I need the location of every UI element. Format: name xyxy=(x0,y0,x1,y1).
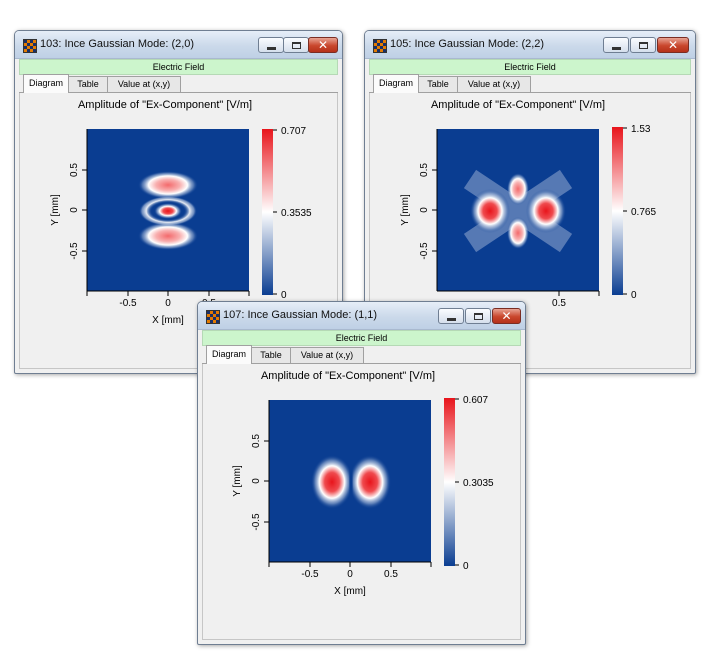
close-icon: ✕ xyxy=(667,38,679,52)
colorbar-label-min: 0 xyxy=(631,290,637,301)
close-icon: ✕ xyxy=(317,38,329,52)
minimize-button[interactable] xyxy=(603,37,629,53)
tab-table[interactable]: Table xyxy=(251,347,291,363)
heatmap-background xyxy=(437,129,599,291)
maximize-button[interactable] xyxy=(630,37,656,53)
y-tick-label: 0.5 xyxy=(251,434,262,448)
diagram-panel: Amplitude of "Ex-Component" [V/m] 0.5 0.… xyxy=(369,93,691,369)
x-tick-label: 0 xyxy=(165,298,171,309)
title-bar[interactable]: 103: Ince Gaussian Mode: (2,0) ✕ xyxy=(15,31,342,59)
y-tick-label: 0 xyxy=(251,478,262,484)
minimize-icon xyxy=(266,46,276,50)
y-tick-label: -0.5 xyxy=(419,242,430,260)
y-tick-label: 0.5 xyxy=(419,163,430,177)
colorbar xyxy=(612,127,623,295)
y-tick-label: 0 xyxy=(69,207,80,213)
colorbar xyxy=(262,129,273,295)
window-title: 103: Ince Gaussian Mode: (2,0) xyxy=(40,38,195,50)
chart-title: Amplitude of "Ex-Component" [V/m] xyxy=(431,99,605,111)
tab-value-at-xy[interactable]: Value at (x,y) xyxy=(107,76,181,92)
maximize-button[interactable] xyxy=(465,308,491,324)
app-icon xyxy=(23,39,37,53)
maximize-icon xyxy=(291,41,301,49)
heatmap-lobe-center xyxy=(154,203,182,219)
y-tick-label: 0.5 xyxy=(69,163,80,177)
window-mode-1-1[interactable]: 107: Ince Gaussian Mode: (1,1) ✕ Electri… xyxy=(197,301,526,645)
window-title: 107: Ince Gaussian Mode: (1,1) xyxy=(223,309,378,321)
heatmap-lobe-left xyxy=(311,455,353,509)
app-icon xyxy=(373,39,387,53)
y-axis-label: Y [mm] xyxy=(400,194,411,226)
chart-title: Amplitude of "Ex-Component" [V/m] xyxy=(78,99,252,111)
close-icon: ✕ xyxy=(501,309,512,323)
heatmap-lobe-right xyxy=(526,189,566,233)
heatmap-lobe-bottom xyxy=(138,222,198,250)
tab-diagram[interactable]: Diagram xyxy=(373,74,419,93)
section-label: Electric Field xyxy=(369,59,691,75)
minimize-icon xyxy=(446,317,456,321)
close-button[interactable]: ✕ xyxy=(657,37,689,53)
window-mode-2-2[interactable]: 105: Ince Gaussian Mode: (2,2) ✕ Electri… xyxy=(364,30,696,374)
chart-mode-2-2: Amplitude of "Ex-Component" [V/m] 0.5 0.… xyxy=(400,99,656,309)
title-bar[interactable]: 105: Ince Gaussian Mode: (2,2) ✕ xyxy=(365,31,695,59)
maximize-button[interactable] xyxy=(283,37,309,53)
heatmap-lobe-top xyxy=(507,173,529,205)
tab-bar: Diagram Table Value at (x,y) xyxy=(202,345,521,364)
window-title: 105: Ince Gaussian Mode: (2,2) xyxy=(390,38,545,50)
colorbar-label-max: 1.53 xyxy=(631,124,651,135)
minimize-icon xyxy=(611,46,621,50)
chart-title: Amplitude of "Ex-Component" [V/m] xyxy=(261,370,435,382)
title-bar[interactable]: 107: Ince Gaussian Mode: (1,1) ✕ xyxy=(198,302,525,330)
maximize-icon xyxy=(638,41,648,49)
minimize-button[interactable] xyxy=(258,37,284,53)
x-axis-label: X [mm] xyxy=(152,315,184,326)
heatmap-lobe-top xyxy=(138,171,198,199)
close-button[interactable]: ✕ xyxy=(492,308,521,324)
chart-mode-2-0: Amplitude of "Ex-Component" [V/m] -0.5 0… xyxy=(50,99,312,326)
colorbar xyxy=(444,398,455,566)
x-tick-label: 0.5 xyxy=(552,298,566,309)
close-button[interactable]: ✕ xyxy=(308,37,338,53)
x-tick-label: -0.5 xyxy=(301,569,319,580)
y-axis-label: Y [mm] xyxy=(232,465,243,497)
x-tick-label: 0 xyxy=(347,569,353,580)
section-label: Electric Field xyxy=(202,330,521,346)
tab-table[interactable]: Table xyxy=(68,76,108,92)
minimize-button[interactable] xyxy=(438,308,464,324)
x-tick-label: -0.5 xyxy=(119,298,137,309)
colorbar-label-min: 0 xyxy=(281,290,287,301)
heatmap-lobe-right xyxy=(349,455,391,509)
maximize-icon xyxy=(473,312,483,320)
y-axis-label: Y [mm] xyxy=(50,194,61,226)
heatmap-lobe-left xyxy=(470,189,510,233)
x-axis-label: X [mm] xyxy=(334,586,366,597)
colorbar-label-mid: 0.3035 xyxy=(463,478,494,489)
colorbar-label-mid: 0.3535 xyxy=(281,208,312,219)
y-tick-label: 0 xyxy=(419,207,430,213)
heatmap-lobe-bottom xyxy=(507,217,529,249)
app-icon xyxy=(206,310,220,324)
chart-mode-1-1: Amplitude of "Ex-Component" [V/m] -0.5 0… xyxy=(232,370,494,597)
tab-value-at-xy[interactable]: Value at (x,y) xyxy=(290,347,364,363)
colorbar-label-max: 0.607 xyxy=(463,395,488,406)
tab-bar: Diagram Table Value at (x,y) xyxy=(19,74,338,93)
section-label: Electric Field xyxy=(19,59,338,75)
tab-diagram[interactable]: Diagram xyxy=(206,345,252,364)
colorbar-label-min: 0 xyxy=(463,561,469,572)
x-tick-label: 0.5 xyxy=(384,569,398,580)
colorbar-label-max: 0.707 xyxy=(281,126,306,137)
tab-bar: Diagram Table Value at (x,y) xyxy=(369,74,691,93)
tab-diagram[interactable]: Diagram xyxy=(23,74,69,93)
colorbar-label-mid: 0.765 xyxy=(631,207,656,218)
tab-table[interactable]: Table xyxy=(418,76,458,92)
tab-value-at-xy[interactable]: Value at (x,y) xyxy=(457,76,531,92)
y-tick-label: -0.5 xyxy=(69,242,80,260)
y-tick-label: -0.5 xyxy=(251,513,262,531)
diagram-panel: Amplitude of "Ex-Component" [V/m] -0.5 0… xyxy=(202,364,521,640)
